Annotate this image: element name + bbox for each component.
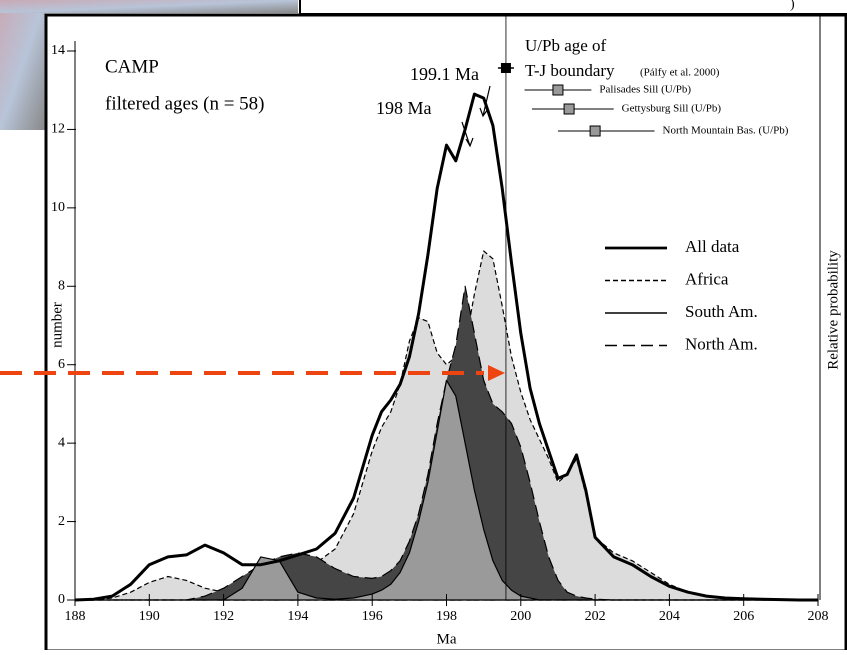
x-tick-label: 202 [585,609,606,624]
highlight-arrowhead [488,365,505,381]
y-tick-label: 2 [58,514,65,529]
legend-label: Africa [685,269,729,288]
age-marker [563,103,575,115]
annotation: CAMP [105,56,159,77]
annotation-arrow [461,121,474,148]
x-tick-label: 206 [733,609,754,624]
annotation-arrow [479,85,491,118]
age-marker [552,84,564,96]
x-tick-label: 196 [362,609,383,624]
legend-label: North Am. [685,334,758,353]
y2-axis-label: Relative probability [825,250,841,370]
photo-fragment-top [0,0,298,13]
density-curve [74,92,818,602]
x-tick-label: 198 [436,609,457,624]
x-tick-label: 190 [139,609,160,624]
density-curve [74,379,819,601]
annotation: 199.1 Ma [410,64,479,84]
legend-label: South Am. [685,302,758,321]
plot: 188 190 192 194 196 198 200 202 204 206 208 0 2 4 6 8 10… [49,15,841,647]
annotation: 198 Ma [376,98,432,118]
x-tick-label: 204 [659,609,680,624]
age-marker-label: Gettysburg Sill (U/Pb) [622,103,722,115]
y-tick-label: 8 [58,279,65,294]
age-marker [589,125,601,137]
legend-label: All data [685,237,740,256]
photo-fragment [0,0,45,130]
y-tick-label: 4 [58,435,65,450]
annotation: filtered ages (n = 58) [105,93,265,114]
header-fragment: ) [790,0,795,12]
x-tick-label: 192 [213,609,234,624]
header-box [299,0,847,15]
x-tick-label: 188 [65,609,86,624]
annotation: T-J boundary [525,61,615,80]
annotation: (Pálfy et al. 2000) [640,67,720,79]
age-marker-label: North Mountain Bas. (U/Pb) [663,125,789,137]
x-tick-label: 208 [808,609,829,624]
y-axis-label: number [49,302,65,348]
x-axis-label: Ma [437,631,457,647]
y-tick-label: 6 [58,357,65,372]
y-tick-label: 12 [51,122,65,137]
y-tick-label: 14 [51,43,65,58]
y-tick-label: 0 [58,592,65,607]
x-tick-label: 200 [510,609,531,624]
age-marker-label: Palisades Sill (U/Pb) [599,84,691,96]
annotation: U/Pb age of [525,36,607,55]
tj-boundary-marker [500,63,511,73]
x-tick-label: 194 [287,609,308,624]
y-tick-label: 10 [51,200,65,215]
